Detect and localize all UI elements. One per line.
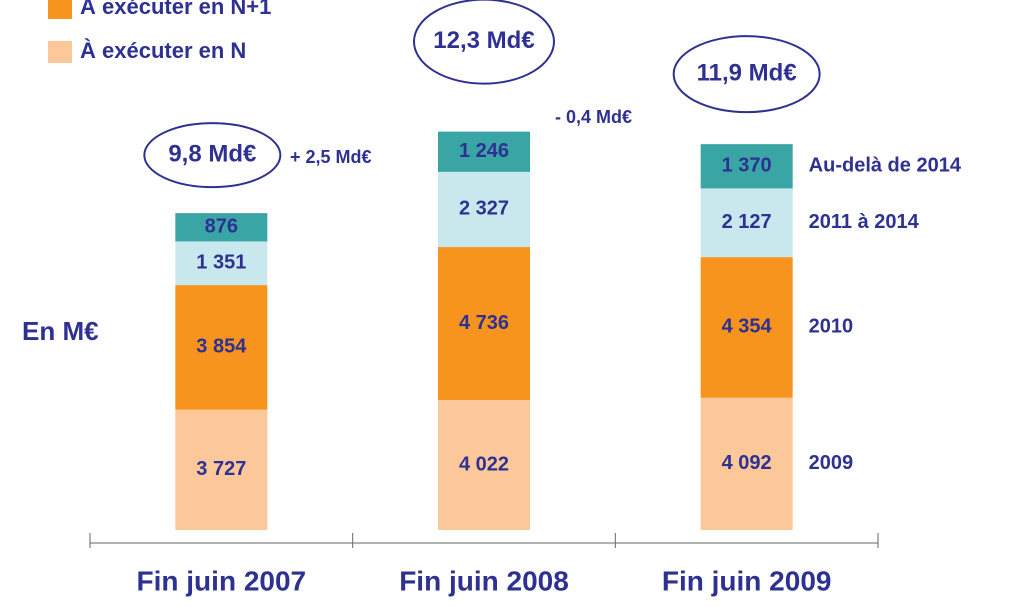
bar-segment	[175, 241, 268, 286]
bar-segment	[175, 409, 268, 530]
unit-label: En M€	[22, 316, 99, 346]
total-ellipse	[143, 122, 282, 189]
legend-label: À exécuter en N+1	[80, 0, 271, 19]
value-label: 1 351	[196, 252, 246, 274]
bar-segment	[438, 171, 530, 248]
bar-segment	[700, 188, 793, 258]
value-label: 2 127	[722, 211, 772, 233]
series-label: Au-delà de 2014	[809, 155, 962, 177]
value-label: 2 327	[459, 198, 509, 220]
series-label: 2010	[809, 316, 854, 338]
value-label: 4 022	[459, 453, 509, 475]
bar-segment	[175, 285, 268, 410]
value-label: 1 370	[722, 155, 772, 177]
bar-segment	[175, 213, 268, 242]
legend-swatch	[48, 41, 72, 63]
total-ellipse	[413, 0, 555, 85]
value-label: 1 246	[459, 140, 509, 162]
value-label: 4 092	[722, 452, 772, 474]
value-label: 876	[205, 216, 238, 238]
bar-segment	[438, 247, 530, 401]
bar-segment	[438, 131, 530, 172]
annotation: - 0,4 Md€	[555, 107, 632, 127]
bar-segment	[700, 257, 793, 398]
legend-label: À exécuter en N	[80, 38, 246, 63]
total-ellipse	[672, 35, 821, 114]
value-label: 4 354	[722, 316, 773, 338]
legend-swatch	[48, 0, 72, 19]
bar-segment	[438, 400, 530, 530]
value-label: 3 854	[196, 336, 247, 358]
bar-segment	[700, 144, 793, 189]
series-label: 2011 à 2014	[809, 211, 920, 233]
x-tick-label: Fin juin 2007	[137, 565, 307, 596]
x-tick-label: Fin juin 2008	[399, 565, 569, 596]
value-label: 3 727	[196, 458, 246, 480]
x-tick-label: Fin juin 2009	[662, 565, 832, 596]
bar-segment	[700, 397, 793, 530]
series-label: 2009	[809, 452, 854, 474]
total-label: 12,3 Md€	[433, 27, 534, 54]
value-label: 4 736	[459, 312, 509, 334]
total-label: 9,8 Md€	[168, 140, 256, 167]
annotation: + 2,5 Md€	[290, 147, 372, 167]
total-label: 11,9 Md€	[697, 59, 797, 86]
